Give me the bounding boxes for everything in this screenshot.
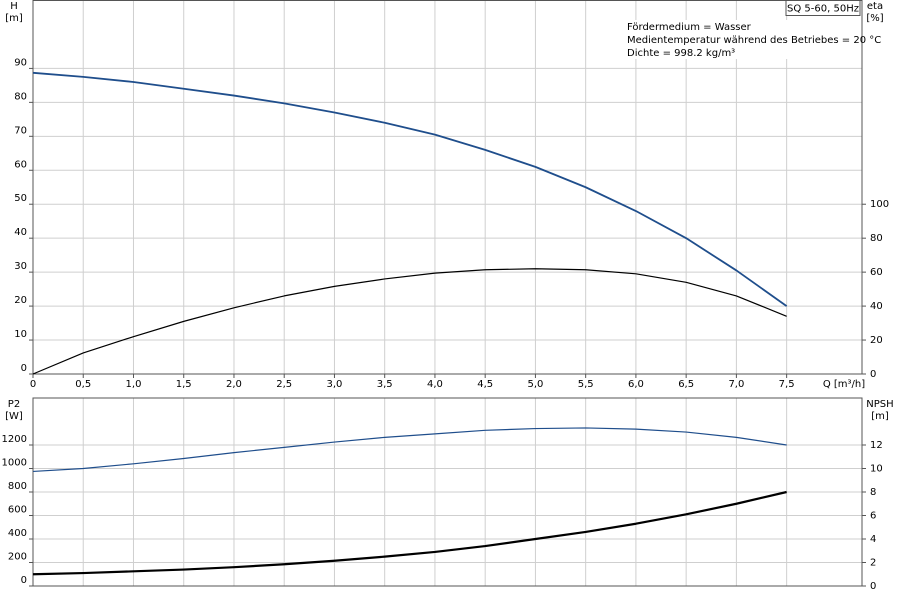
y-tick-label: 30 (14, 261, 27, 272)
chart-title: SQ 5-60, 50Hz (787, 4, 859, 15)
y2-unit: [m] (871, 411, 889, 422)
y2-tick-label: 100 (870, 199, 889, 210)
y-tick-label: 70 (14, 125, 27, 136)
x-tick-label: 0,5 (75, 379, 91, 390)
note-bg (624, 33, 860, 46)
x-tick-label: 4,0 (427, 379, 443, 390)
y-tick-label: 1000 (2, 458, 27, 469)
note: Dichte = 998.2 kg/m³ (627, 48, 735, 59)
note-bg (624, 20, 860, 33)
x-tick-label: 2,5 (276, 379, 292, 390)
y2-tick-label: 12 (870, 440, 883, 451)
y2-unit: [%] (866, 13, 883, 24)
y-tick-label: 0 (21, 363, 27, 374)
plot-frame (32, 397, 863, 587)
y-tick-label: 40 (14, 227, 27, 238)
y2-label: NPSH (866, 399, 893, 410)
x-tick-label: 5,0 (527, 379, 543, 390)
y-tick-label: 50 (14, 193, 27, 204)
y-unit: [m] (5, 13, 23, 24)
curve (32, 268, 787, 375)
y-tick-label: 1200 (2, 434, 27, 445)
x-tick-label: 3,5 (377, 379, 393, 390)
y-tick-label: 90 (14, 57, 27, 68)
y-unit: [W] (5, 411, 23, 422)
y-tick-label: 800 (8, 481, 27, 492)
y-tick-label: 60 (14, 159, 27, 170)
y-label: P2 (8, 399, 20, 410)
y2-tick-label: 80 (870, 233, 883, 244)
y2-tick-label: 10 (870, 464, 883, 475)
y2-tick-label: 6 (870, 511, 876, 522)
x-tick-label: 7,5 (779, 379, 795, 390)
x-tick-label: 1,5 (176, 379, 192, 390)
x-tick-label: 3,0 (327, 379, 343, 390)
curve (32, 71, 788, 307)
y2-tick-label: 20 (870, 335, 883, 346)
y2-tick-label: 0 (870, 581, 876, 592)
y-tick-label: 200 (8, 552, 27, 563)
y2-tick-label: 2 (870, 558, 876, 569)
note: Medientemperatur während des Betriebes =… (627, 35, 881, 46)
note-bg (624, 46, 860, 59)
curve (32, 427, 787, 473)
y-label: H (10, 1, 18, 12)
plot-frame (32, 0, 863, 375)
y-tick-label: 10 (14, 329, 27, 340)
x-tick-label: 1,0 (126, 379, 142, 390)
x-label: Q [m³/h] (823, 379, 865, 390)
curve (32, 490, 787, 576)
x-tick-label: 4,5 (477, 379, 493, 390)
y-tick-label: 80 (14, 91, 27, 102)
y-tick-label: 0 (21, 575, 27, 586)
y2-label: eta (867, 1, 883, 12)
y-tick-label: 400 (8, 528, 27, 539)
x-tick-label: 7,0 (728, 379, 744, 390)
y2-tick-label: 4 (870, 534, 876, 545)
y2-tick-label: 0 (870, 369, 876, 380)
y-tick-label: 20 (14, 295, 27, 306)
x-tick-label: 5,5 (578, 379, 594, 390)
x-tick-label: 6,0 (628, 379, 644, 390)
x-tick-label: 6,5 (678, 379, 694, 390)
x-tick-label: 2,0 (226, 379, 242, 390)
y2-tick-label: 8 (870, 487, 876, 498)
y2-tick-label: 40 (870, 301, 883, 312)
y2-tick-label: 60 (870, 267, 883, 278)
y-tick-label: 600 (8, 505, 27, 516)
note: Fördermedium = Wasser (627, 22, 752, 33)
title-box (785, 0, 861, 16)
x-tick-label: 0 (30, 379, 36, 390)
